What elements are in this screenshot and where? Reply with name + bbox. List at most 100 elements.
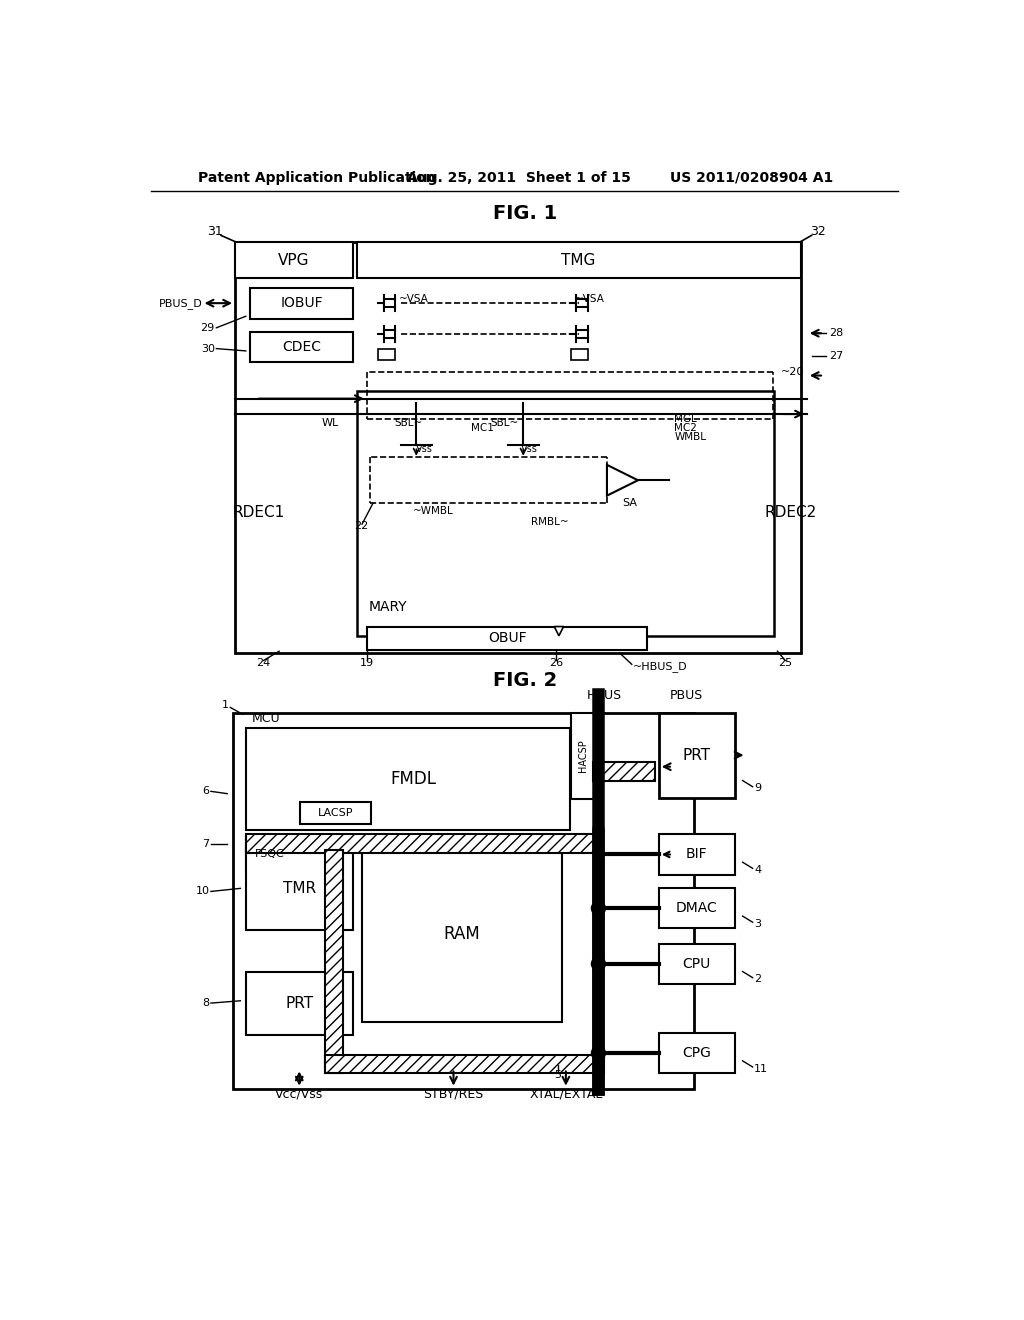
Bar: [251, 288, 352, 318]
Bar: [658, 834, 735, 875]
Text: US 2011/0208904 A1: US 2011/0208904 A1: [671, 170, 834, 185]
Text: PRT: PRT: [683, 747, 711, 763]
Text: STBY/RES: STBY/RES: [423, 1088, 483, 1101]
Text: CPG: CPG: [682, 1047, 712, 1060]
Bar: [234, 242, 801, 653]
Circle shape: [592, 902, 605, 915]
Text: OBUF: OBUF: [488, 631, 527, 645]
Text: 30: 30: [201, 343, 215, 354]
Text: SBL~: SBL~: [394, 417, 423, 428]
Text: HBUS: HBUS: [587, 689, 623, 702]
Text: 5: 5: [555, 1069, 561, 1080]
Bar: [658, 944, 735, 983]
Text: FIG. 1: FIG. 1: [493, 205, 557, 223]
Bar: [367, 627, 647, 649]
Bar: [325, 850, 343, 1073]
Text: ~20: ~20: [781, 367, 805, 378]
Text: 19: 19: [359, 657, 374, 668]
Bar: [356, 391, 773, 636]
Text: 1: 1: [222, 700, 228, 710]
Text: MARY: MARY: [369, 599, 407, 614]
Text: 2: 2: [755, 974, 761, 985]
Bar: [234, 242, 352, 277]
Text: 24: 24: [256, 657, 270, 668]
Bar: [246, 729, 569, 830]
Text: Patent Application Publication: Patent Application Publication: [198, 170, 435, 185]
Text: 7: 7: [203, 838, 209, 849]
Text: MC1: MC1: [471, 422, 494, 433]
Text: MCU: MCU: [252, 713, 281, 726]
Text: SBL~: SBL~: [490, 417, 519, 428]
Text: 31: 31: [207, 224, 222, 238]
Bar: [593, 762, 655, 780]
Text: HACSP: HACSP: [578, 739, 588, 772]
Circle shape: [592, 1047, 605, 1060]
Bar: [658, 888, 735, 928]
Text: 6: 6: [203, 787, 209, 796]
Text: 28: 28: [829, 329, 844, 338]
Text: WL: WL: [322, 417, 339, 428]
Text: FSQC: FSQC: [255, 849, 285, 859]
Text: 32: 32: [810, 224, 825, 238]
Text: CPU: CPU: [683, 957, 711, 970]
Text: CDEC: CDEC: [282, 341, 322, 354]
Text: FIG. 2: FIG. 2: [493, 671, 557, 690]
Text: RDEC2: RDEC2: [765, 506, 817, 520]
Bar: [246, 972, 352, 1035]
Text: PBUS: PBUS: [670, 689, 702, 702]
Text: DMAC: DMAC: [676, 902, 718, 915]
Bar: [246, 847, 352, 929]
Text: Vcc/Vss: Vcc/Vss: [275, 1088, 324, 1101]
Text: 9: 9: [755, 783, 761, 793]
Bar: [378, 350, 395, 360]
Bar: [232, 713, 693, 1089]
Bar: [251, 331, 352, 363]
Text: 10: 10: [196, 887, 209, 896]
Polygon shape: [607, 465, 638, 496]
Text: MGL: MGL: [675, 413, 697, 424]
Text: 27: 27: [829, 351, 844, 362]
Bar: [571, 713, 595, 799]
Text: Vss: Vss: [416, 445, 432, 454]
Text: 26: 26: [549, 657, 563, 668]
Bar: [658, 713, 735, 797]
Text: RDEC1: RDEC1: [232, 506, 285, 520]
Bar: [325, 1055, 604, 1073]
Text: TMG: TMG: [561, 252, 596, 268]
Text: PBUS_D: PBUS_D: [159, 298, 203, 309]
Text: 11: 11: [755, 1064, 768, 1073]
Text: XTAL/EXTAL: XTAL/EXTAL: [529, 1088, 602, 1101]
Text: RAM: RAM: [443, 925, 480, 942]
Text: ~WMBL: ~WMBL: [414, 506, 454, 516]
Text: ~HBUS_D: ~HBUS_D: [633, 661, 688, 672]
Text: VPG: VPG: [279, 252, 309, 268]
Text: ~VSA: ~VSA: [399, 293, 429, 304]
Text: TMR: TMR: [283, 880, 315, 896]
Text: WMBL: WMBL: [675, 432, 707, 442]
Text: 4: 4: [755, 865, 761, 875]
Text: 29: 29: [201, 323, 215, 333]
Bar: [356, 242, 801, 277]
Bar: [658, 1034, 735, 1073]
Text: Aug. 25, 2011  Sheet 1 of 15: Aug. 25, 2011 Sheet 1 of 15: [407, 170, 631, 185]
Bar: [300, 803, 372, 824]
Circle shape: [592, 957, 605, 970]
Text: LACSP: LACSP: [317, 808, 353, 818]
Bar: [246, 834, 597, 853]
Bar: [571, 350, 589, 360]
Text: SA: SA: [623, 499, 638, 508]
Text: 8: 8: [203, 998, 209, 1008]
Bar: [246, 836, 294, 871]
Text: BIF: BIF: [686, 847, 708, 862]
Text: PRT: PRT: [286, 995, 313, 1011]
Text: FMDL: FMDL: [390, 770, 436, 788]
Text: 22: 22: [354, 521, 369, 532]
Text: ~VSA: ~VSA: [574, 293, 604, 304]
Bar: [362, 845, 562, 1022]
Text: 25: 25: [778, 657, 793, 668]
Text: IOBUF: IOBUF: [281, 296, 323, 310]
Polygon shape: [554, 627, 563, 636]
Text: MC2: MC2: [675, 422, 697, 433]
Text: 3: 3: [755, 919, 761, 929]
Text: Vss: Vss: [521, 445, 538, 454]
